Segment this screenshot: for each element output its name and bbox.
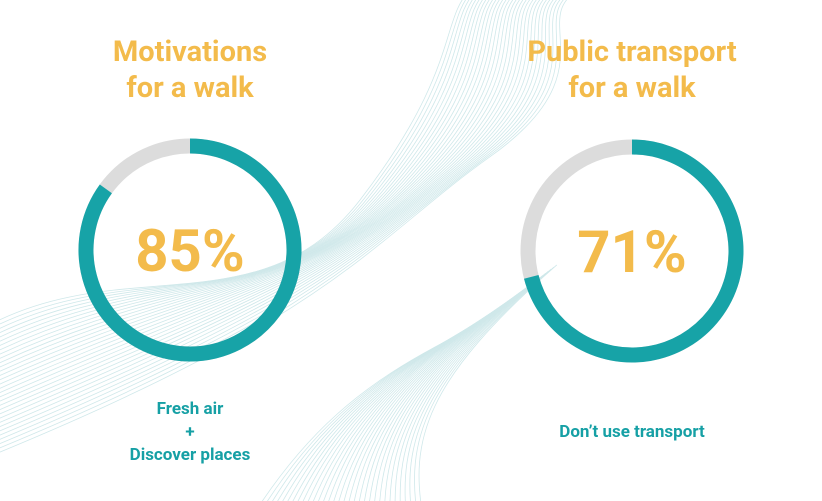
wave-line — [364, 287, 527, 501]
wave-line — [0, 0, 504, 372]
wave-line — [348, 293, 518, 501]
wave-line — [404, 270, 549, 501]
wave-line — [0, 0, 514, 385]
wave-line — [359, 289, 524, 501]
wave-line — [318, 306, 502, 501]
wave-line — [414, 266, 555, 501]
wave-line — [328, 302, 507, 501]
wave-line — [0, 0, 500, 368]
wave-line — [399, 272, 546, 501]
wave-line — [0, 0, 524, 398]
wave-line — [0, 0, 534, 411]
wave-line — [353, 291, 521, 501]
wave-line — [0, 0, 487, 351]
donut-arc — [78, 138, 302, 362]
wave-line — [379, 281, 535, 501]
wave-line — [0, 0, 507, 376]
wave-line — [418, 264, 558, 501]
wave-line — [333, 300, 510, 501]
center-label: 71% — [577, 219, 686, 287]
wave-line — [0, 0, 490, 355]
wave-line — [0, 0, 477, 338]
wave-line — [374, 283, 532, 501]
wave-line — [323, 304, 504, 501]
wave-line — [0, 0, 521, 394]
caption: Fresh air + Discover places — [129, 398, 251, 465]
wave-line — [343, 296, 516, 501]
wave-line — [0, 0, 531, 406]
wave-line — [0, 0, 527, 402]
wave-line — [409, 268, 552, 501]
wave-line — [0, 0, 541, 419]
wave-line — [384, 279, 538, 501]
center-label: 85% — [135, 218, 244, 286]
wave-line — [0, 0, 483, 346]
wave-line — [0, 0, 547, 427]
wave-line — [0, 0, 544, 423]
chart-title: Motivations for a walk — [112, 35, 268, 105]
donut-arc — [524, 139, 744, 363]
wave-line — [0, 0, 551, 432]
wave-line — [0, 0, 497, 364]
wave-line — [369, 285, 530, 501]
wave-line — [338, 298, 513, 501]
wave-line — [0, 0, 510, 381]
wave-line — [0, 0, 517, 389]
chart-title: Public transport for a walk — [527, 35, 737, 105]
wave-line — [394, 275, 544, 501]
wave-line — [0, 0, 480, 342]
caption: Don’t use transport — [559, 421, 705, 442]
wave-line — [0, 0, 537, 415]
wave-line — [0, 0, 494, 359]
wave-line — [389, 277, 541, 501]
